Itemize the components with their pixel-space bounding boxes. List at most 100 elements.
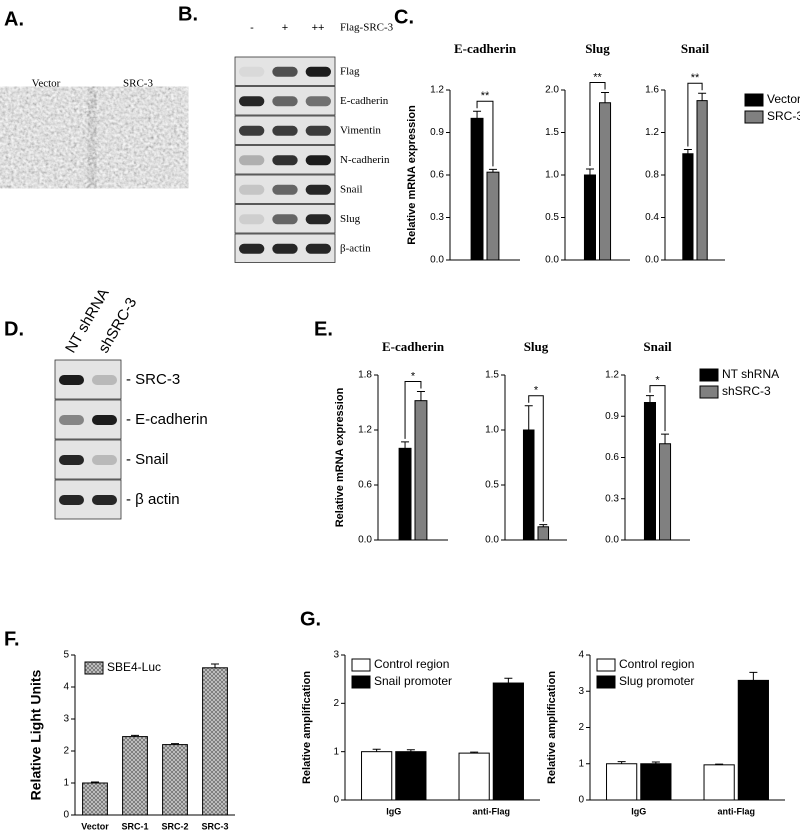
band-label: - β actin [126,491,180,508]
y-tick-label: 1.0 [485,425,499,436]
blot-band [59,415,84,425]
x-tick-label: Vector [81,821,109,831]
significance-label: * [655,375,660,387]
error-bar [504,677,513,684]
panel-label: F. [4,628,20,650]
band-label: β-actin [340,242,371,254]
y-tick-label: 1 [63,778,69,789]
y-tick-label: 2 [578,722,584,733]
y-tick-label: 0 [578,795,584,806]
x-tick-label: IgG [386,806,401,816]
chart-title: Snail [643,339,672,354]
legend-swatch [84,661,104,675]
error-bar [585,168,594,175]
band-label: E-cadherin [340,95,389,107]
bar [643,402,657,541]
bar [682,153,694,261]
chart-title: E-cadherin [454,41,517,56]
legend-label: Control region [374,657,449,671]
blot-band [272,184,298,195]
significance-bracket [649,385,666,432]
legend-label: Vector [767,92,800,106]
bar [606,763,638,801]
x-tick-label: anti-Flag [718,806,756,816]
blot-band [59,495,84,505]
blot-band [305,184,331,195]
blot-band [272,243,298,254]
error-bar [406,749,415,752]
bar [470,117,484,261]
legend-label: SRC-3 [767,109,800,123]
blot-band [239,96,265,107]
bar [659,443,672,541]
legend-swatch [699,385,719,399]
legend-swatch [699,368,719,382]
image-label: SRC-3 [123,78,153,90]
blot-band [239,243,265,254]
bar [703,764,735,801]
y-tick-label: 0.9 [605,411,619,422]
band-label: N-cadherin [340,154,390,166]
lane-label: + [282,22,288,34]
legend-label: shSRC-3 [722,384,771,398]
image-label: Vector [32,78,61,90]
significance-bracket [528,395,544,522]
y-tick-label: 0.6 [430,170,444,181]
band-label: Snail [340,183,363,195]
bar [398,447,412,541]
x-tick-label: SRC-2 [161,821,188,831]
error-bar [211,663,219,668]
y-tick-label: 0.8 [645,170,659,181]
error-bar [416,391,425,401]
y-tick-label: 1.8 [358,370,372,381]
panel-label: A. [4,8,24,30]
blot-band [305,155,331,166]
panel-label: B. [178,3,198,25]
blot-band [59,455,84,465]
significance-label: * [411,370,416,382]
y-tick-label: 0.0 [430,255,444,266]
chart-title: E-cadherin [382,339,445,354]
y-tick-label: 1 [333,746,339,757]
y-tick-label: 1 [578,758,584,769]
significance-bracket [404,381,422,439]
y-tick-label: 0.0 [485,535,499,546]
y-tick-label: 0.6 [605,452,619,463]
blot-band [92,415,117,425]
x-tick-label: SRC-3 [201,821,228,831]
y-tick-label: 5 [63,650,69,661]
significance-label: * [534,385,539,397]
legend-label: SBE4-Luc [107,660,161,674]
y-axis-label: Relative mRNA expression [334,387,346,527]
legend-swatch [351,658,371,672]
bar [162,744,188,816]
error-bar [651,761,660,764]
error-bar [488,168,497,173]
y-tick-label: 0.4 [645,212,659,223]
panel-label: E. [314,318,333,340]
y-axis-label: Relative Light Units [28,669,44,800]
significance-label: ** [481,90,490,102]
band-label: Flag [340,65,360,77]
blot-band [239,125,265,136]
bar [361,751,393,801]
bar [492,682,524,801]
error-bar [470,751,479,754]
y-axis-label: Relative amplification [301,671,313,784]
blot-band [305,66,331,77]
x-tick-label: IgG [631,806,646,816]
blot-band [239,214,265,225]
significance-label: ** [593,71,602,83]
error-bar [171,743,179,745]
y-tick-label: 1.0 [545,170,559,181]
y-tick-label: 2.0 [545,85,559,96]
y-tick-label: 0.3 [605,493,619,504]
blot-band [305,243,331,254]
blot-band [239,66,265,77]
blot-band [305,125,331,136]
y-tick-label: 2 [333,698,339,709]
micrograph [5,95,88,180]
bar [122,736,148,816]
bar [202,667,228,816]
y-tick-label: 4 [578,650,584,661]
